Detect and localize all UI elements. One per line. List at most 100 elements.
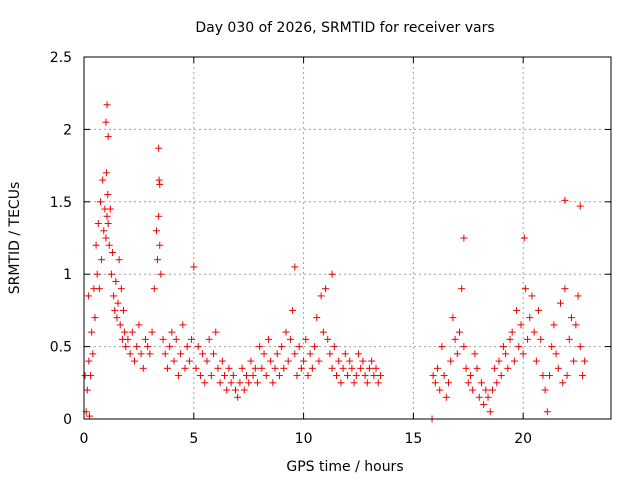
data-point [337,379,345,387]
data-point [105,241,113,249]
data-point [264,335,272,343]
data-point [98,256,106,264]
data-point [247,357,255,365]
data-point [103,101,111,109]
data-point [535,306,543,314]
data-point [84,292,92,300]
data-point [152,227,160,235]
data-point [111,306,119,314]
data-point [273,350,281,358]
data-point [240,386,248,394]
data-point [295,343,303,351]
data-point [126,350,134,358]
data-point [183,343,191,351]
data-point [267,357,275,365]
data-point [517,321,525,329]
data-point [504,364,512,372]
data-point [216,379,224,387]
data-point [99,176,107,184]
data-point [330,343,338,351]
data-point [493,379,501,387]
data-point [317,292,325,300]
data-point [445,379,453,387]
data-point [154,256,162,264]
data-point [552,350,560,358]
data-point [100,227,108,235]
data-point [190,263,198,271]
data-point [319,328,327,336]
chart-title: Day 030 of 2026, SRMTID for receiver var… [195,20,494,36]
data-point [328,270,336,278]
data-point [521,285,529,293]
y-axis-label: SRMTID / TECUs [7,182,23,295]
data-point [344,372,351,380]
data-point [253,379,261,387]
data-point [262,372,270,380]
data-point [495,357,503,365]
data-point [460,343,468,351]
data-point [271,364,279,372]
data-point [447,357,455,365]
data-point [199,350,207,358]
data-point [106,205,114,213]
data-point [155,144,163,152]
data-point [462,364,470,372]
data-point [530,328,538,336]
data-point [110,292,118,300]
data-point [115,256,123,264]
data-point [526,314,534,322]
data-point [473,364,481,372]
data-point [442,393,450,401]
data-point [515,343,523,351]
x-tick-label: 20 [514,431,532,447]
data-point [352,372,360,380]
data-point [146,350,154,358]
data-point [148,328,156,336]
data-point [236,379,244,387]
data-point [313,314,321,322]
data-point [488,386,496,394]
data-point [245,379,253,387]
data-point [194,343,202,351]
data-point [185,357,193,365]
data-point [282,328,290,336]
data-point [278,343,286,351]
data-point [561,285,569,293]
data-point [497,372,505,380]
data-point [370,372,378,380]
data-point [150,285,158,293]
data-point [469,386,477,394]
data-point [159,335,167,343]
data-point [289,306,297,314]
data-point [570,357,578,365]
data-point [163,364,171,372]
data-point [85,357,93,365]
y-tick-label: 1.5 [50,195,72,211]
data-point [293,372,301,380]
data-point [322,285,330,293]
data-point [135,321,143,329]
data-point [104,220,112,228]
data-point [434,364,442,372]
data-point [141,335,149,343]
x-tick-label: 0 [80,431,89,447]
data-point [120,306,128,314]
data-point [354,350,362,358]
data-point [275,372,283,380]
data-point [365,364,373,372]
data-point [315,357,323,365]
data-point [87,372,95,380]
data-point [554,364,562,372]
data-point [304,372,312,380]
ticks-layer: 0 5 10 15 20 0 0.5 1 1.5 2 2.5 [50,50,611,447]
data-point [537,335,545,343]
data-point [458,285,466,293]
data-point [335,357,343,365]
data-point [455,328,463,336]
data-point [528,292,536,300]
data-point [499,343,507,351]
data-point [306,350,314,358]
data-point [502,350,510,358]
data-point [550,321,558,329]
data-point [207,372,215,380]
